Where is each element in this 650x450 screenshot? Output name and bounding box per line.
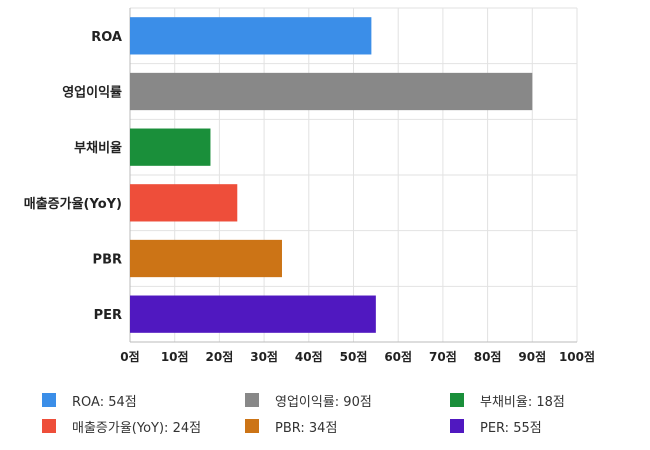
x-tick-label: 90점 [518, 349, 546, 364]
legend-label: PER: 55점 [480, 420, 542, 436]
bar[interactable] [130, 184, 238, 222]
legend-item[interactable]: ROA: 54점 [42, 390, 137, 410]
legend-item[interactable]: 영업이익률: 90점 [245, 390, 372, 410]
x-tick-label: 20점 [206, 349, 234, 364]
category-label: ROA [91, 30, 122, 45]
legend-swatch [450, 419, 464, 433]
legend-label: 부채비율: 18점 [480, 394, 565, 410]
legend-label: 영업이익률: 90점 [275, 394, 372, 410]
category-label: 영업이익률 [62, 85, 122, 101]
legend-swatch [42, 393, 56, 407]
bar[interactable] [130, 295, 376, 333]
legend-item[interactable]: PER: 55점 [450, 416, 542, 436]
legend-item[interactable]: 부채비율: 18점 [450, 390, 565, 410]
category-label: PBR [93, 253, 122, 268]
legend-swatch [450, 393, 464, 407]
category-label: PER [94, 308, 122, 323]
legend-label: 매출증가율(YoY): 24점 [72, 420, 202, 436]
x-tick-labels: 0점 10점 20점 30점 40점 50점 60점 70점 80점 90점 100점 [120, 349, 595, 364]
x-tick-label: 30점 [250, 349, 278, 364]
x-tick-label: 0점 [120, 349, 139, 364]
legend-item[interactable]: PBR: 34점 [245, 416, 337, 436]
x-tick-label: 40점 [295, 349, 323, 364]
legend-label: PBR: 34점 [275, 420, 338, 436]
bar[interactable] [130, 72, 533, 111]
legend-swatch [245, 419, 259, 433]
x-tick-label: 60점 [384, 349, 412, 364]
legend-swatch [245, 393, 259, 407]
legend-label: ROA: 54점 [72, 394, 137, 410]
grid-lines [129, 7, 578, 343]
bar[interactable] [130, 128, 211, 166]
x-tick-label: 80점 [474, 349, 502, 364]
legend-swatch [42, 419, 56, 433]
x-tick-label: 100점 [559, 349, 595, 364]
category-label: 매출증가율(YoY) [24, 196, 122, 212]
bar[interactable] [130, 239, 282, 278]
x-tick-label: 70점 [429, 349, 457, 364]
category-label: 부채비율 [74, 140, 122, 156]
bar[interactable] [130, 17, 372, 55]
legend-item[interactable]: 매출증가율(YoY): 24점 [42, 416, 201, 436]
x-tick-label: 50점 [340, 349, 368, 364]
x-tick-label: 10점 [161, 349, 189, 364]
bars [130, 17, 533, 333]
